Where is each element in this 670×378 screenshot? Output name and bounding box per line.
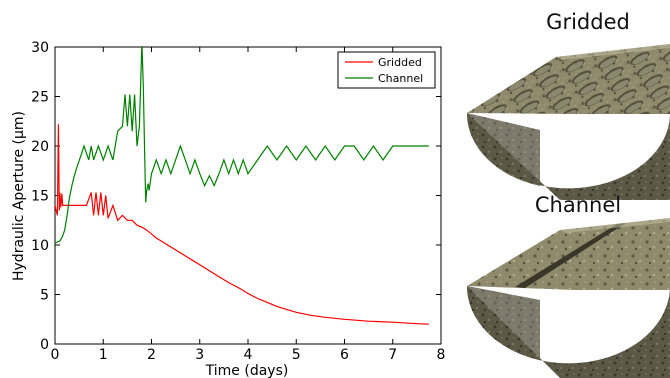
y-tick-label: 15 xyxy=(31,189,49,205)
x-axis-label: Time (days) xyxy=(205,363,289,378)
legend-label-gridded: Gridded xyxy=(378,56,422,69)
series-line-gridded xyxy=(55,124,429,325)
y-tick-label: 0 xyxy=(40,337,49,353)
y-tick-label: 25 xyxy=(31,90,49,106)
x-axis-ticks: 0 1 2 3 4 5 6 7 8 xyxy=(51,47,446,363)
x-tick-label: 8 xyxy=(437,347,446,363)
y-axis-label: Hydraulic Aperture (μm) xyxy=(11,111,27,281)
series-lines xyxy=(55,47,429,325)
y-tick-label: 5 xyxy=(40,288,49,304)
legend: Gridded Channel xyxy=(337,51,436,89)
gridded-panel-title: Gridded xyxy=(546,10,630,34)
x-tick-label: 2 xyxy=(147,347,156,363)
channel-specimen-illustration xyxy=(467,218,670,378)
x-tick-label: 4 xyxy=(244,347,253,363)
y-tick-label: 10 xyxy=(31,238,49,254)
x-tick-label: 3 xyxy=(195,347,204,363)
gridded-specimen-illustration xyxy=(466,44,670,200)
series-line-channel xyxy=(55,47,429,244)
x-tick-label: 5 xyxy=(292,347,301,363)
x-tick-label: 1 xyxy=(99,347,108,363)
y-tick-label: 20 xyxy=(31,139,49,155)
x-tick-label: 0 xyxy=(51,347,60,363)
x-tick-label: 6 xyxy=(340,347,349,363)
channel-panel-title: Channel xyxy=(535,193,621,217)
y-axis-ticks: 0 5 10 15 20 25 30 xyxy=(31,40,441,353)
y-tick-label: 30 xyxy=(31,40,49,56)
legend-box xyxy=(337,51,436,89)
channel-groove xyxy=(515,223,626,288)
plot-area xyxy=(54,46,442,345)
legend-label-channel: Channel xyxy=(378,72,423,85)
x-tick-label: 7 xyxy=(388,347,397,363)
